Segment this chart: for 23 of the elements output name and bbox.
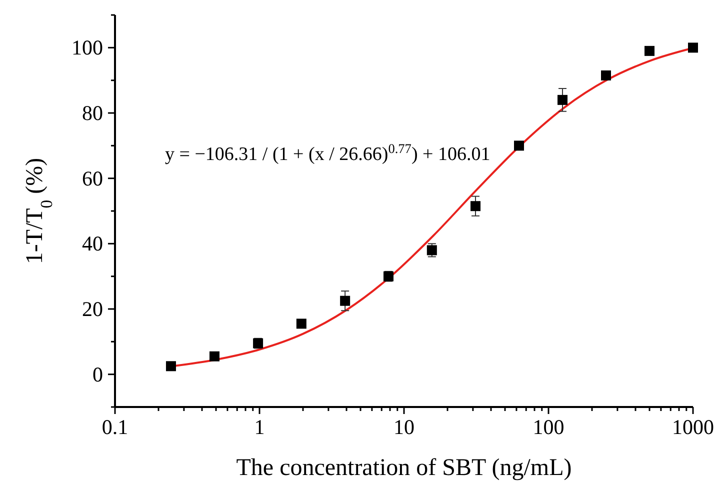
y-tick-label: 80 [82, 101, 103, 125]
point [209, 351, 220, 362]
annotation: y = −106.31 / (1 + (x / 26.66)$^{0.77}$) + 106.01 [165, 140, 490, 165]
y-tick-label: 60 [82, 166, 103, 190]
y-tick-label: 0 [92, 362, 103, 386]
x-tick-label: 100 [532, 415, 564, 439]
y-tick-label: 20 [82, 297, 103, 321]
point [688, 42, 698, 53]
y-tick-label: 40 [82, 232, 103, 256]
x-tick-label: 1 [254, 415, 265, 439]
x-tick-label: 10 [394, 415, 414, 439]
point [644, 46, 654, 56]
x-tick-label: 0.1 [102, 415, 128, 439]
point [470, 201, 481, 212]
point [601, 70, 611, 80]
point [166, 361, 176, 372]
point [558, 94, 568, 105]
point [514, 140, 524, 151]
x-tick-label: 1000 [672, 415, 714, 439]
point [340, 296, 350, 306]
x-axis-title: The concentration of SBT (ng/mL) [236, 455, 572, 481]
point [296, 318, 306, 329]
y-tick-label: 100 [72, 36, 103, 60]
